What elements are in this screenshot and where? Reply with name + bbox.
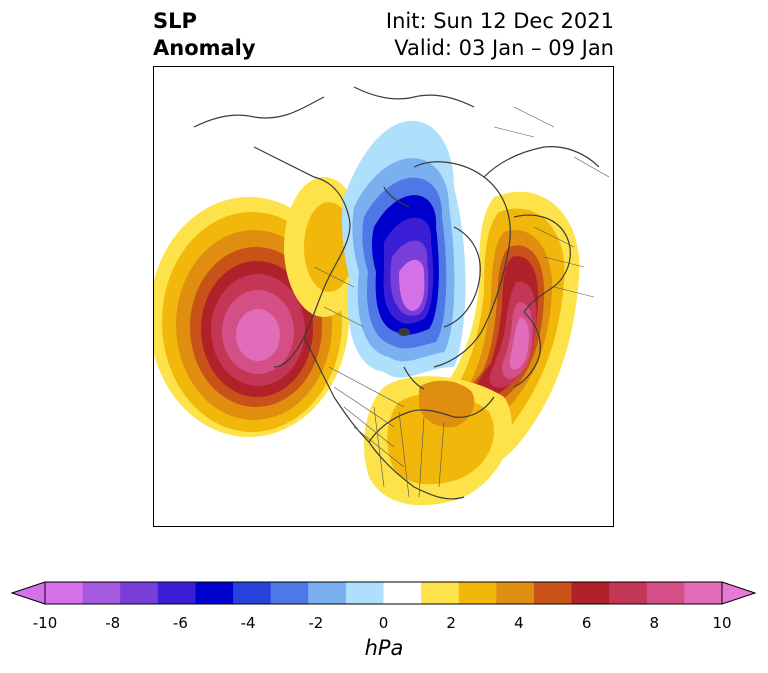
colorbar-cell — [233, 582, 272, 604]
colorbar-extend-high — [722, 582, 755, 604]
colorbar-tick-label: 10 — [712, 614, 732, 632]
colorbar-cell — [45, 582, 84, 604]
colorbar-cell — [684, 582, 723, 604]
init-date: Init: Sun 12 Dec 2021 — [385, 9, 614, 33]
colorbar-cell — [157, 582, 196, 604]
map-title: SLP Anomaly — [153, 8, 256, 62]
coastlines — [193, 86, 600, 500]
colorbar-tick-label: 2 — [446, 614, 456, 632]
colorbar-cell — [82, 582, 121, 604]
colorbar-cell — [308, 582, 347, 604]
colorbar-unit-label: hPa — [364, 636, 404, 660]
colorbar-cell — [421, 582, 460, 604]
colorbar-tick-label: -6 — [172, 614, 188, 632]
colorbar-cell — [609, 582, 648, 604]
colorbar-cell — [383, 582, 422, 604]
colorbar-tick-label: -10 — [32, 614, 58, 632]
map-panel — [153, 66, 614, 527]
colorbar-tick-label: 4 — [514, 614, 524, 632]
colorbar-tick-label: 8 — [649, 614, 660, 632]
colorbar-cell — [646, 582, 685, 604]
map-canvas — [154, 86, 610, 506]
colorbar-cell — [120, 582, 159, 604]
title-variable: SLP — [153, 9, 197, 33]
colorbar-cell — [458, 582, 497, 604]
valid-date: Valid: 03 Jan – 09 Jan — [394, 36, 614, 60]
colorbar-tick-label: -8 — [105, 614, 121, 632]
date-block: Init: Sun 12 Dec 2021 Valid: 03 Jan – 09… — [386, 8, 614, 62]
arctic-low-anomaly — [341, 120, 466, 378]
colorbar-cell — [571, 582, 610, 604]
pacific-high-anomaly — [154, 197, 349, 437]
colorbar-tick-label: -4 — [240, 614, 256, 632]
slp-anomaly-field — [154, 120, 580, 506]
political-boundaries — [313, 106, 610, 498]
colorbar-cell — [270, 582, 309, 604]
colorbar-cell — [496, 582, 535, 604]
colorbar-cells — [45, 582, 723, 604]
colorbar-outline — [44, 581, 723, 605]
colorbar-cell — [345, 582, 384, 604]
colorbar-tick-label: 6 — [581, 614, 592, 632]
title-anomaly: Anomaly — [153, 36, 256, 60]
colorbar-tick-label: 0 — [378, 614, 389, 632]
hudson-bay-marker — [398, 328, 410, 336]
colorbar-extend-low — [12, 582, 45, 604]
colorbar-cell — [195, 582, 234, 604]
colorbar-cell — [533, 582, 573, 604]
colorbar-tick-label: -2 — [308, 614, 324, 632]
colorbar — [10, 581, 757, 605]
